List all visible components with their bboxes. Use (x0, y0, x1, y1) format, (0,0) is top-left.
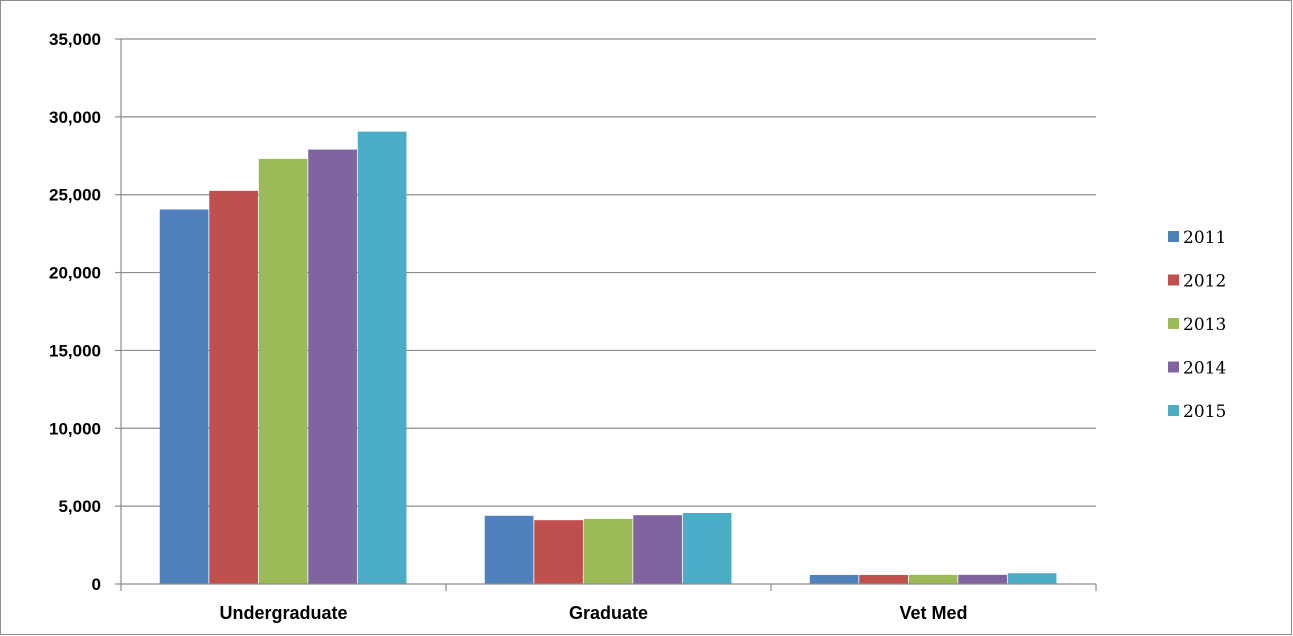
y-tick-label: 25,000 (49, 186, 101, 205)
legend-item: 2012 (1168, 272, 1226, 292)
bar (583, 518, 633, 584)
legend-label: 2014 (1183, 359, 1226, 379)
bar (633, 515, 682, 584)
y-tick-label: 0 (92, 575, 101, 594)
bar (908, 574, 958, 584)
legend-item: 2011 (1168, 228, 1226, 248)
y-tick-label: 35,000 (49, 30, 101, 49)
legend-swatch (1168, 405, 1179, 416)
bar (1007, 573, 1057, 584)
legend: 2011 2012 2013 2014 2015 (1168, 228, 1226, 422)
bar (308, 149, 357, 585)
y-tick-label: 20,000 (49, 264, 101, 283)
legend-item: 2013 (1168, 315, 1226, 335)
y-tick-label: 30,000 (49, 108, 101, 127)
bar (958, 574, 1007, 584)
y-tick-label: 10,000 (49, 419, 101, 438)
bars (159, 131, 1057, 585)
bar (258, 158, 308, 584)
bar (682, 512, 732, 584)
legend-label: 2011 (1183, 228, 1226, 248)
axes: 0 5,000 10,000 15,000 20,000 25,000 30,000 35,0… (49, 30, 1097, 623)
legend-label: 2015 (1183, 402, 1226, 422)
bar (534, 520, 583, 584)
x-tick-label: Vet Med (899, 603, 967, 623)
legend-label: 2013 (1183, 315, 1226, 335)
legend-swatch (1168, 231, 1179, 242)
bar (809, 574, 859, 584)
bar (859, 574, 908, 584)
legend-swatch (1168, 318, 1179, 329)
bar (357, 131, 407, 584)
legend-item: 2014 (1168, 359, 1226, 379)
bar (484, 515, 534, 584)
y-tick-label: 5,000 (58, 497, 101, 516)
legend-label: 2012 (1183, 272, 1226, 292)
y-tick-label: 15,000 (49, 341, 101, 360)
legend-swatch (1168, 361, 1179, 373)
x-tick-label: Graduate (569, 603, 648, 623)
legend-item: 2015 (1168, 402, 1226, 422)
x-tick-label: Undergraduate (219, 603, 347, 623)
legend-swatch (1168, 274, 1179, 286)
bar (159, 209, 209, 584)
bar (209, 190, 258, 585)
